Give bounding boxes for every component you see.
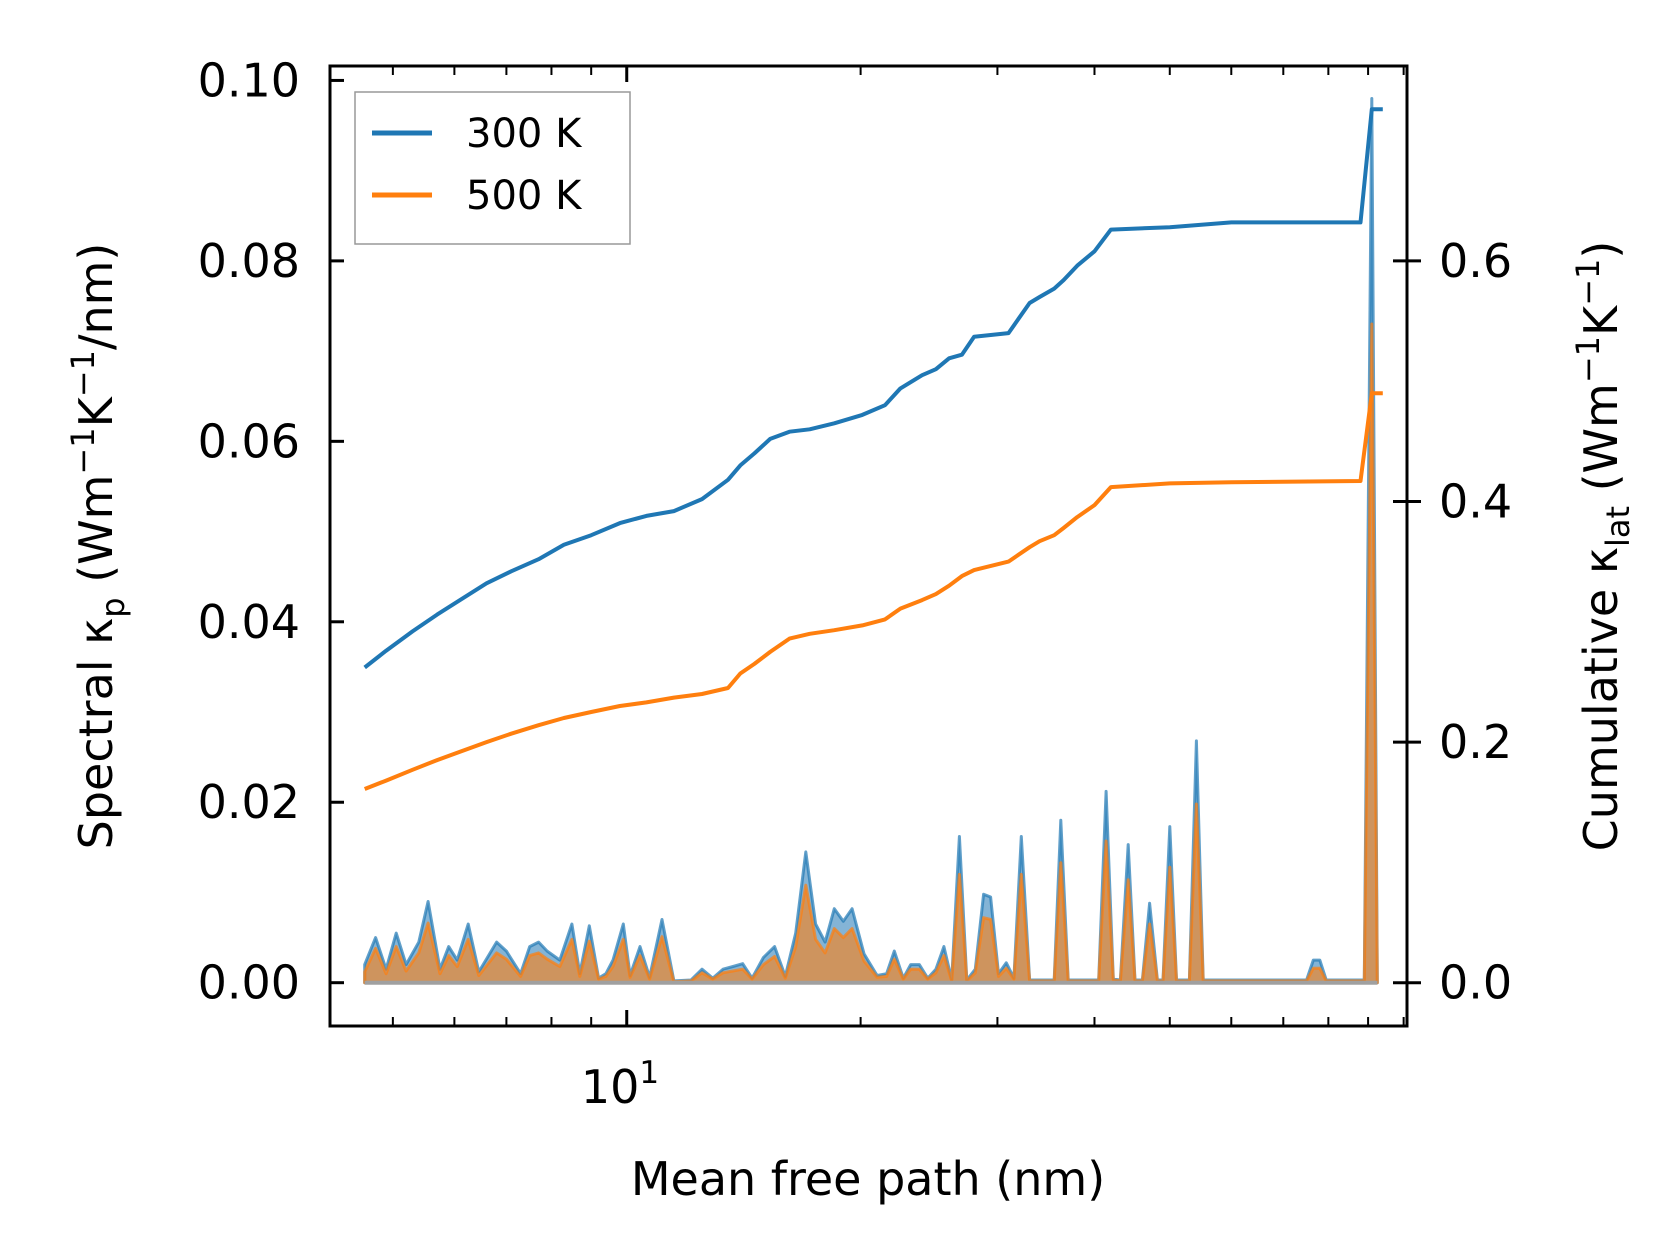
ylabel-right-sup1: −1 <box>1569 336 1607 383</box>
ylabel-right-end: ) <box>1574 241 1628 259</box>
ylabel-left-sup2: −1 <box>64 350 102 397</box>
y-left-tick-label: 0.06 <box>198 414 300 468</box>
cumulative-line-layer <box>363 107 1383 791</box>
cumulative-line-300k <box>363 107 1383 670</box>
ylabel-left-mid: K <box>69 395 123 427</box>
tick-layer <box>330 66 1421 1026</box>
x-tick-label-10: 101 <box>581 1055 659 1114</box>
ylabel-right-sub: lat <box>1599 506 1637 547</box>
legend: 300 K 500 K <box>354 91 631 245</box>
ylabel-right-open: (Wm <box>1574 383 1628 506</box>
legend-label-500k: 500 K <box>466 173 583 219</box>
cumulative-line-500k <box>363 391 1383 791</box>
y-left-tick-label: 0.08 <box>198 234 300 288</box>
x-tick-base: 10 <box>581 1060 640 1114</box>
y-left-tick-label: 0.10 <box>198 53 300 107</box>
ylabel-right-sup2: −1 <box>1569 259 1607 306</box>
ylabel-right-prefix: Cumulative κ <box>1574 547 1628 851</box>
y-left-tick-label: 0.04 <box>198 595 300 649</box>
legend-label-300k: 300 K <box>466 111 583 157</box>
ylabel-left-prefix: Spectral κ <box>69 618 123 850</box>
y-right-tick-label: 0.0 <box>1439 956 1512 1010</box>
plot-frame <box>328 64 1409 1028</box>
y-right-tick-label: 0.2 <box>1439 715 1512 769</box>
ylabel-left-sub: p <box>94 597 132 617</box>
y-axis-label-left: Spectral κp (Wm−1K−1/nm) <box>64 243 132 850</box>
y-left-tick-label: 0.00 <box>198 956 300 1010</box>
legend-box <box>354 91 631 245</box>
spectral-area-500k <box>363 322 1379 985</box>
x-axis-label: Mean free path (nm) <box>631 1152 1105 1206</box>
ylabel-left-sup1: −1 <box>64 427 102 474</box>
y-left-tick-label: 0.02 <box>198 775 300 829</box>
ylabel-right-mid: K <box>1574 304 1628 336</box>
tick-label-layer: 0.00 0.02 0.04 0.06 0.08 0.10 0.0 0.2 0.4 0.6 <box>198 53 1513 1009</box>
ylabel-left-end: /nm) <box>69 243 123 350</box>
y-right-tick-label: 0.6 <box>1439 234 1512 288</box>
x-tick-exp: 1 <box>639 1055 659 1091</box>
y-right-tick-label: 0.4 <box>1439 474 1512 528</box>
y-axis-label-right: Cumulative κlat (Wm−1K−1) <box>1569 241 1637 852</box>
spectral-fill-layer <box>363 97 1379 985</box>
ylabel-left-open: (Wm <box>69 475 123 598</box>
